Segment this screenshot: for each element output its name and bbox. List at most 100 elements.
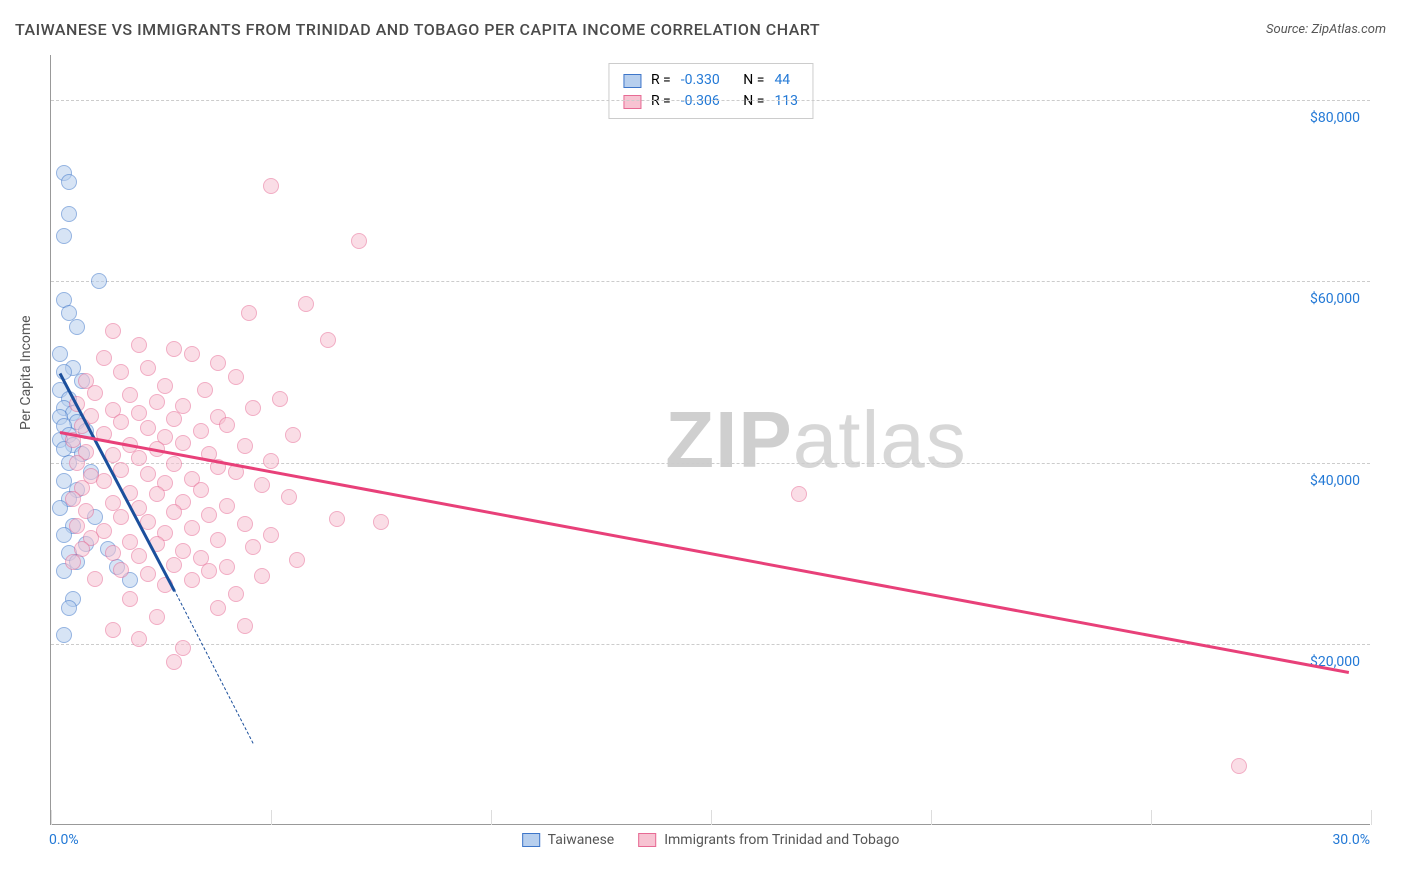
data-point bbox=[254, 568, 270, 584]
gridline-h bbox=[51, 281, 1370, 282]
n-value-1: 113 bbox=[774, 91, 798, 112]
data-point bbox=[56, 627, 72, 643]
data-point bbox=[65, 554, 81, 570]
data-point bbox=[193, 482, 209, 498]
gridline-h bbox=[51, 100, 1370, 101]
swatch-series-1 bbox=[623, 95, 641, 109]
data-point bbox=[228, 369, 244, 385]
data-point bbox=[201, 507, 217, 523]
data-point bbox=[61, 206, 77, 222]
legend-label-0: Taiwanese bbox=[548, 832, 615, 848]
data-point bbox=[122, 387, 138, 403]
data-point bbox=[69, 455, 85, 471]
data-point bbox=[122, 591, 138, 607]
x-tick-mark bbox=[271, 810, 272, 825]
data-point bbox=[373, 514, 389, 530]
data-point bbox=[131, 548, 147, 564]
data-point bbox=[1231, 758, 1247, 774]
legend-row-series-1: R = -0.306 N = 113 bbox=[623, 91, 798, 112]
x-tick-mark bbox=[931, 810, 932, 825]
watermark-text: ZIPatlas bbox=[665, 394, 966, 486]
data-point bbox=[69, 518, 85, 534]
data-point bbox=[184, 572, 200, 588]
x-tick-mark bbox=[51, 810, 52, 825]
source-attribution: Source: ZipAtlas.com bbox=[1266, 22, 1386, 37]
x-tick-mark bbox=[1371, 810, 1372, 825]
legend-label-1: Immigrants from Trinidad and Tobago bbox=[664, 832, 899, 848]
data-point bbox=[140, 360, 156, 376]
data-point bbox=[197, 382, 213, 398]
data-point bbox=[157, 378, 173, 394]
swatch-icon bbox=[522, 833, 540, 847]
data-point bbox=[193, 423, 209, 439]
data-point bbox=[69, 319, 85, 335]
data-point bbox=[184, 346, 200, 362]
data-point bbox=[52, 346, 68, 362]
n-value-0: 44 bbox=[774, 70, 790, 91]
r-label: R = bbox=[651, 91, 671, 112]
gridline-h bbox=[51, 463, 1370, 464]
data-point bbox=[263, 527, 279, 543]
data-point bbox=[140, 566, 156, 582]
data-point bbox=[245, 539, 261, 555]
data-point bbox=[113, 509, 129, 525]
data-point bbox=[149, 394, 165, 410]
data-point bbox=[113, 364, 129, 380]
x-tick-mark bbox=[711, 810, 712, 825]
data-point bbox=[105, 323, 121, 339]
data-point bbox=[105, 545, 121, 561]
data-point bbox=[210, 600, 226, 616]
scatter-plot-area: ZIPatlas R = -0.330 N = 44 R = -0.306 N … bbox=[50, 55, 1370, 825]
data-point bbox=[65, 491, 81, 507]
data-point bbox=[166, 411, 182, 427]
data-point bbox=[166, 341, 182, 357]
data-point bbox=[105, 622, 121, 638]
data-point bbox=[210, 532, 226, 548]
data-point bbox=[78, 503, 94, 519]
data-point bbox=[91, 273, 107, 289]
data-point bbox=[113, 414, 129, 430]
swatch-series-0 bbox=[623, 74, 641, 88]
y-tick-label: $40,000 bbox=[1310, 473, 1360, 489]
watermark-bold: ZIP bbox=[665, 395, 792, 484]
data-point bbox=[131, 405, 147, 421]
data-point bbox=[241, 305, 257, 321]
y-tick-label: $60,000 bbox=[1310, 291, 1360, 307]
data-point bbox=[263, 178, 279, 194]
data-point bbox=[140, 420, 156, 436]
data-point bbox=[175, 640, 191, 656]
r-label: R = bbox=[651, 70, 671, 91]
data-point bbox=[285, 427, 301, 443]
data-point bbox=[320, 332, 336, 348]
r-value-0: -0.330 bbox=[681, 70, 720, 91]
series-legend: Taiwanese Immigrants from Trinidad and T… bbox=[522, 832, 900, 848]
data-point bbox=[298, 296, 314, 312]
data-point bbox=[166, 654, 182, 670]
r-value-1: -0.306 bbox=[681, 91, 720, 112]
data-point bbox=[237, 516, 253, 532]
data-point bbox=[201, 563, 217, 579]
data-point bbox=[289, 552, 305, 568]
data-point bbox=[237, 618, 253, 634]
swatch-icon bbox=[638, 833, 656, 847]
data-point bbox=[272, 391, 288, 407]
x-tick-mark bbox=[491, 810, 492, 825]
data-point bbox=[166, 557, 182, 573]
data-point bbox=[166, 504, 182, 520]
data-point bbox=[61, 600, 77, 616]
y-axis-label: Per Capita Income bbox=[18, 315, 34, 430]
data-point bbox=[263, 453, 279, 469]
n-label: N = bbox=[743, 70, 764, 91]
data-point bbox=[254, 477, 270, 493]
data-point bbox=[329, 511, 345, 527]
legend-item-1: Immigrants from Trinidad and Tobago bbox=[638, 832, 899, 848]
data-point bbox=[210, 355, 226, 371]
data-point bbox=[96, 473, 112, 489]
watermark-rest: atlas bbox=[793, 395, 967, 484]
data-point bbox=[87, 385, 103, 401]
x-tick-mark bbox=[1151, 810, 1152, 825]
data-point bbox=[131, 450, 147, 466]
n-label: N = bbox=[743, 91, 764, 112]
data-point bbox=[149, 609, 165, 625]
data-point bbox=[219, 417, 235, 433]
